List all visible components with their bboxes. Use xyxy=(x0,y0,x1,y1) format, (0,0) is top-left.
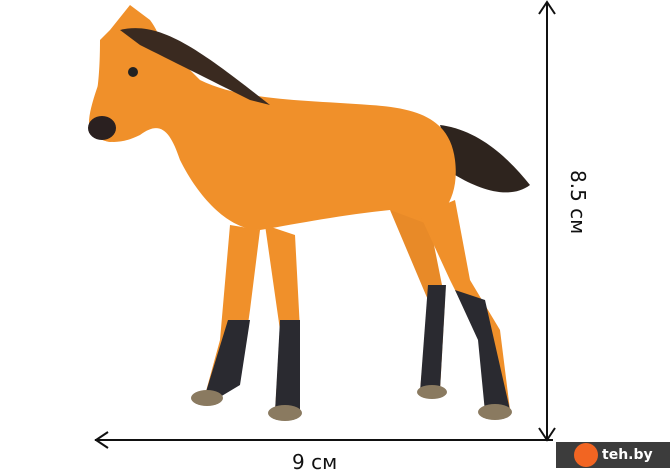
width-label: 9 см xyxy=(292,450,338,474)
logo-circle-icon xyxy=(574,443,598,467)
watermark-text: teh.by xyxy=(602,447,653,463)
horse-eye xyxy=(128,67,138,77)
horse-tail xyxy=(440,125,530,193)
horse-legs xyxy=(191,200,512,421)
horse-muzzle xyxy=(88,116,116,140)
height-dimension-arrow xyxy=(538,0,556,442)
watermark-logo: teh.by xyxy=(556,442,670,468)
height-label: 8.5 см xyxy=(566,170,590,235)
horse-mane xyxy=(120,28,270,106)
width-dimension-arrow xyxy=(94,431,553,449)
horse-body xyxy=(89,33,456,230)
